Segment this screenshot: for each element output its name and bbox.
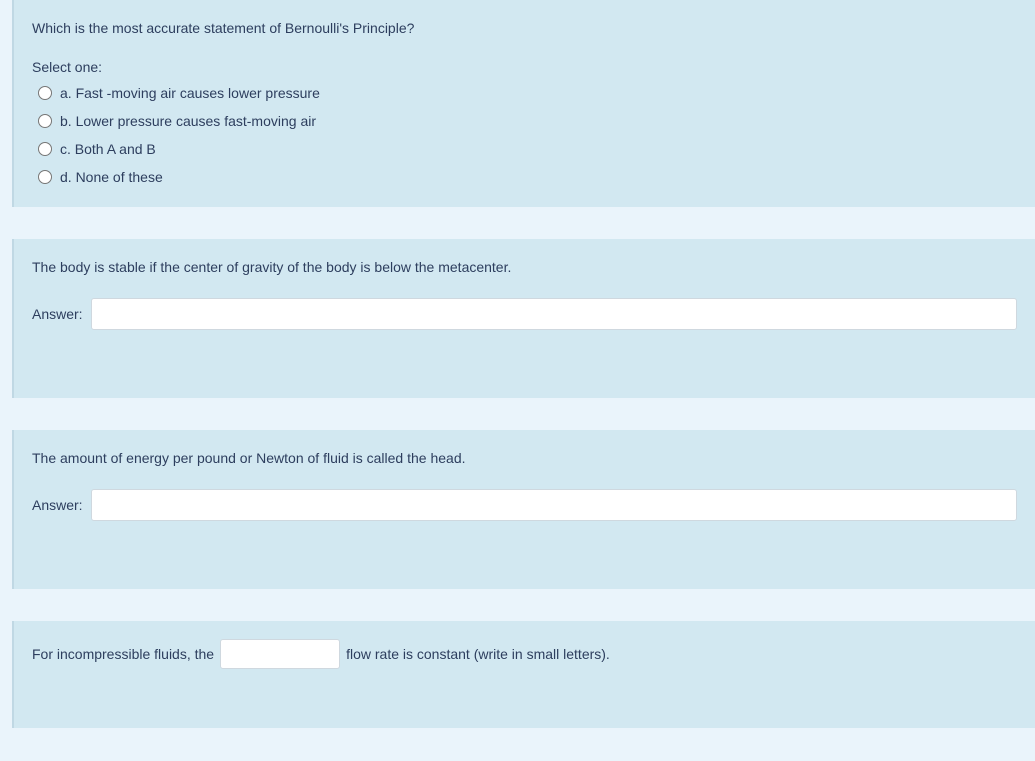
question-4-inline: For incompressible fluids, the flow rate… [32, 639, 1017, 670]
question-3-prompt: The amount of energy per pound or Newton… [32, 448, 1017, 469]
question-4-text-after: flow rate is constant (write in small le… [346, 639, 610, 670]
option-a-row: a. Fast -moving air causes lower pressur… [38, 85, 1017, 101]
question-1: Which is the most accurate statement of … [12, 0, 1035, 207]
option-a-radio[interactable] [38, 86, 52, 100]
question-3: The amount of energy per pound or Newton… [12, 430, 1035, 589]
option-c-radio[interactable] [38, 142, 52, 156]
question-2: The body is stable if the center of grav… [12, 239, 1035, 398]
question-3-answer-row: Answer: [32, 489, 1017, 521]
question-2-prompt: The body is stable if the center of grav… [32, 257, 1017, 278]
option-b-row: b. Lower pressure causes fast-moving air [38, 113, 1017, 129]
option-d-label[interactable]: d. None of these [60, 169, 163, 185]
question-1-options: a. Fast -moving air causes lower pressur… [32, 85, 1017, 185]
question-1-prompt: Which is the most accurate statement of … [32, 18, 1017, 39]
question-4-text-before: For incompressible fluids, the [32, 639, 214, 670]
option-d-row: d. None of these [38, 169, 1017, 185]
answer-label: Answer: [32, 497, 83, 513]
answer-label: Answer: [32, 306, 83, 322]
option-d-radio[interactable] [38, 170, 52, 184]
question-4: For incompressible fluids, the flow rate… [12, 621, 1035, 728]
question-4-blank-input[interactable] [220, 639, 340, 669]
question-2-answer-input[interactable] [91, 298, 1017, 330]
question-2-answer-row: Answer: [32, 298, 1017, 330]
option-c-label[interactable]: c. Both A and B [60, 141, 156, 157]
question-3-answer-input[interactable] [91, 489, 1017, 521]
option-c-row: c. Both A and B [38, 141, 1017, 157]
option-a-label[interactable]: a. Fast -moving air causes lower pressur… [60, 85, 320, 101]
select-one-label: Select one: [32, 59, 1017, 75]
option-b-radio[interactable] [38, 114, 52, 128]
option-b-label[interactable]: b. Lower pressure causes fast-moving air [60, 113, 316, 129]
